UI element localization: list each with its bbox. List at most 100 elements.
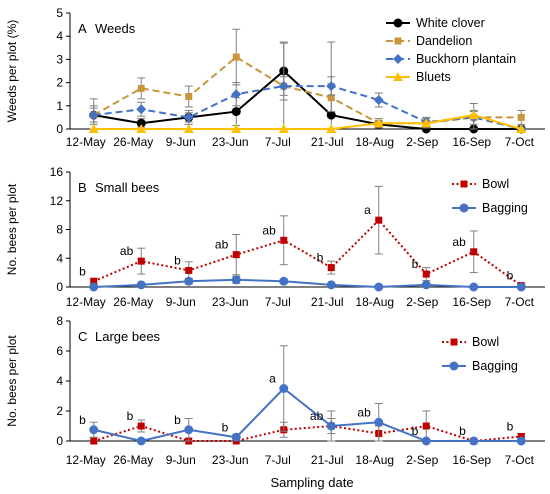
legend: White clover Dandelion Buckhorn plantain Bl… bbox=[378, 11, 542, 87]
significance-letter: b bbox=[317, 251, 324, 265]
significance-letter: b bbox=[79, 264, 86, 278]
data-point bbox=[185, 93, 193, 101]
significance-letter: b bbox=[412, 257, 419, 271]
significance-letter: b bbox=[174, 253, 181, 267]
chart-panel-c: 0 2 4 6 8 No. bees per plot 12-May 26-May 9-Jun 2… bbox=[5, 314, 545, 467]
data-point bbox=[469, 282, 479, 292]
data-point bbox=[280, 236, 288, 244]
data-point bbox=[326, 421, 336, 431]
data-point bbox=[470, 248, 478, 256]
series-line bbox=[93, 218, 522, 287]
x-tick-label: 7-Jul bbox=[265, 453, 291, 467]
data-point bbox=[421, 436, 431, 446]
data-point bbox=[136, 436, 146, 446]
data-point bbox=[326, 124, 337, 133]
panel-title: Large bees bbox=[95, 329, 161, 344]
x-tick-label: 12-May bbox=[66, 453, 106, 467]
data-point bbox=[516, 124, 527, 133]
series-line bbox=[93, 424, 522, 443]
data-point bbox=[422, 422, 430, 430]
panel-title: Weeds bbox=[95, 21, 136, 36]
chart-panel-b: 0 4 8 12 16 No. bees per plot 12-May 26-May 9-Ju… bbox=[5, 165, 545, 309]
y-tick-label: 1 bbox=[56, 99, 63, 113]
legend-swatch-marker bbox=[393, 18, 403, 28]
y-tick-label: 0 bbox=[56, 122, 63, 136]
x-tick-label: 2-Sep bbox=[406, 453, 438, 467]
legend-swatch-marker bbox=[393, 72, 403, 81]
significance-letter: b bbox=[127, 409, 134, 423]
x-tick-label: 23-Jun bbox=[212, 295, 249, 309]
data-point bbox=[231, 432, 241, 442]
data-point bbox=[185, 266, 193, 274]
data-point bbox=[232, 251, 240, 259]
significance-letter: b bbox=[459, 424, 466, 438]
y-tick-label: 3 bbox=[56, 52, 63, 66]
y-tick-label: 5 bbox=[56, 6, 63, 20]
legend-swatch-marker bbox=[449, 361, 459, 371]
x-tick-label: 16-Sep bbox=[452, 453, 491, 467]
significance-letter: ab bbox=[357, 405, 371, 419]
significance-letter: ab bbox=[452, 235, 466, 249]
legend-swatch-marker bbox=[460, 180, 468, 188]
panel-title: Small bees bbox=[95, 180, 160, 195]
significance-letter: ab bbox=[310, 409, 324, 423]
data-point bbox=[90, 277, 98, 285]
data-point bbox=[327, 94, 335, 102]
y-tick-label: 0 bbox=[56, 434, 63, 448]
y-tick-label: 0 bbox=[56, 280, 63, 294]
x-tick-label: 18-Aug bbox=[355, 135, 394, 149]
series-line bbox=[93, 114, 522, 130]
legend: Bowl Bagging bbox=[452, 177, 528, 215]
data-point bbox=[279, 276, 289, 286]
series-line bbox=[93, 85, 522, 130]
significance-letter: b bbox=[174, 413, 181, 427]
series-line bbox=[93, 387, 522, 443]
x-tick-label: 23-Jun bbox=[212, 135, 249, 149]
x-tick-label: 18-Aug bbox=[355, 453, 394, 467]
x-tick-label: 26-May bbox=[113, 135, 153, 149]
significance-letter: ab bbox=[215, 238, 229, 252]
data-point bbox=[374, 282, 384, 292]
data-point bbox=[517, 113, 525, 121]
data-point bbox=[469, 436, 479, 446]
data-point bbox=[421, 118, 432, 128]
data-point bbox=[327, 264, 335, 272]
legend-label: Bluets bbox=[416, 70, 451, 84]
significance-letter: a bbox=[364, 203, 371, 217]
data-point bbox=[326, 280, 336, 290]
x-tick-label: 21-Jul bbox=[311, 135, 344, 149]
panel-label: C bbox=[78, 329, 87, 344]
significance-letter: b bbox=[222, 420, 229, 434]
x-tick-label: 7-Jul bbox=[265, 135, 291, 149]
data-point bbox=[184, 425, 194, 435]
x-axis-title: Sampling date bbox=[270, 475, 353, 490]
significance-letter: ab bbox=[262, 223, 276, 237]
series-bagging bbox=[89, 275, 526, 292]
x-tick-label: 16-Sep bbox=[452, 295, 491, 309]
data-point bbox=[137, 257, 145, 265]
data-point bbox=[136, 280, 146, 290]
y-axis-title: No. bees per plot bbox=[5, 183, 19, 275]
data-point bbox=[231, 107, 241, 117]
data-point bbox=[136, 124, 147, 133]
significance-letter: b bbox=[507, 420, 514, 434]
x-tick-label: 21-Jul bbox=[311, 453, 344, 467]
data-point bbox=[183, 124, 194, 133]
x-tick-label: 2-Sep bbox=[406, 135, 438, 149]
series-bagging bbox=[89, 345, 526, 446]
data-point bbox=[88, 124, 99, 133]
x-tick-label: 21-Jul bbox=[311, 295, 344, 309]
data-point bbox=[183, 112, 194, 123]
x-tick-label: 7-Oct bbox=[505, 135, 535, 149]
y-tick-label: 6 bbox=[56, 344, 63, 358]
y-tick-label: 2 bbox=[56, 404, 63, 418]
data-point bbox=[516, 436, 526, 446]
data-point bbox=[137, 422, 145, 430]
data-point bbox=[136, 104, 147, 115]
x-tick-label: 7-Oct bbox=[505, 295, 535, 309]
data-point bbox=[373, 118, 384, 128]
panel-label: B bbox=[78, 180, 87, 195]
y-tick-label: 8 bbox=[56, 223, 63, 237]
legend-label: Dandelion bbox=[416, 34, 472, 48]
